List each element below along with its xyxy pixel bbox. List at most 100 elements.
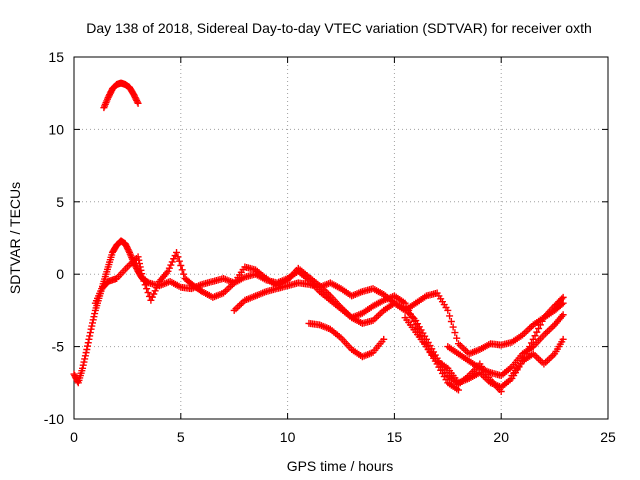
- y-tick-label: 5: [56, 194, 64, 210]
- data-point: [533, 328, 541, 336]
- data-point: [134, 99, 142, 107]
- y-tick-label: 10: [48, 121, 64, 137]
- grid: [74, 57, 608, 419]
- data-point: [140, 277, 148, 285]
- data-point: [380, 335, 388, 343]
- data-point: [83, 345, 91, 353]
- data-point: [180, 270, 188, 278]
- data-point: [154, 281, 162, 289]
- x-tick-label: 5: [177, 429, 185, 445]
- data-point: [147, 296, 155, 304]
- data-point: [177, 262, 185, 270]
- data-point: [529, 335, 537, 343]
- data-point: [148, 293, 156, 301]
- y-tick-label: 0: [56, 266, 64, 282]
- data-point: [86, 329, 94, 337]
- data-point: [144, 289, 152, 297]
- data-point: [151, 287, 159, 295]
- data-point: [82, 349, 90, 357]
- axis-ticks: 0 5 10 15 20 25 -10 -5 0 5 10 15: [44, 49, 616, 445]
- data-point: [89, 319, 97, 327]
- data-point: [522, 350, 530, 358]
- data-point: [125, 247, 133, 255]
- data-point: [90, 313, 98, 321]
- data-point: [520, 353, 528, 361]
- data-point: [137, 266, 145, 274]
- data-point: [84, 339, 92, 347]
- series-track-f: [444, 311, 567, 380]
- data-point: [164, 267, 172, 275]
- data-point: [449, 323, 457, 331]
- data-point: [136, 260, 144, 268]
- data-point: [531, 332, 539, 340]
- data-point: [143, 285, 151, 293]
- data-point: [451, 329, 459, 337]
- y-tick-label: -10: [44, 411, 64, 427]
- data-point: [178, 266, 186, 274]
- x-tick-label: 10: [280, 429, 296, 445]
- y-axis-label: SDTVAR / TECUs: [7, 182, 23, 294]
- data-point: [89, 316, 97, 324]
- data-point: [527, 339, 535, 347]
- data-point: [535, 325, 543, 332]
- data-point: [168, 258, 176, 266]
- data-point: [559, 299, 567, 307]
- data-point: [447, 318, 455, 326]
- series-track-g: [508, 299, 567, 380]
- data-point: [170, 255, 178, 263]
- data-point: [153, 284, 161, 292]
- data-points: [70, 79, 567, 395]
- x-tick-label: 20: [493, 429, 509, 445]
- data-point: [81, 352, 89, 360]
- data-point: [141, 281, 149, 289]
- chart-title: Day 138 of 2018, Sidereal Day-to-day VTE…: [86, 20, 592, 36]
- data-point: [519, 357, 527, 365]
- data-point: [174, 253, 182, 261]
- data-point: [175, 257, 183, 265]
- data-point: [86, 332, 94, 340]
- data-point: [79, 364, 87, 372]
- data-point: [524, 346, 532, 354]
- y-tick-label: -5: [52, 339, 65, 355]
- data-point: [81, 355, 89, 363]
- data-point: [536, 321, 544, 329]
- data-point: [165, 264, 173, 272]
- data-point: [453, 334, 461, 342]
- data-point: [538, 317, 546, 325]
- x-tick-label: 15: [387, 429, 403, 445]
- x-tick-label: 25: [600, 429, 616, 445]
- data-point: [138, 273, 146, 281]
- data-point: [79, 361, 87, 369]
- y-tick-label: 15: [48, 49, 64, 65]
- data-point: [526, 343, 534, 351]
- series-track-e: [401, 314, 567, 391]
- x-tick-label: 0: [70, 429, 78, 445]
- data-point: [85, 335, 93, 343]
- data-point: [444, 306, 452, 314]
- data-point: [559, 335, 567, 343]
- series-track-c: [230, 279, 567, 358]
- series-track-d: [305, 319, 388, 361]
- data-point: [138, 270, 146, 278]
- x-axis-label: GPS time / hours: [287, 458, 394, 474]
- series-arc-high: [100, 79, 142, 112]
- data-point: [84, 342, 92, 350]
- plot-frame: [73, 56, 609, 420]
- data-point: [91, 310, 99, 318]
- data-point: [135, 256, 143, 264]
- data-point: [87, 325, 95, 333]
- data-point: [134, 253, 142, 261]
- data-point: [150, 290, 158, 298]
- data-point: [559, 311, 567, 319]
- data-point: [558, 300, 566, 308]
- series-track-b: [91, 248, 505, 395]
- data-point: [167, 261, 175, 269]
- data-point: [446, 312, 454, 320]
- data-point: [80, 358, 88, 366]
- data-point: [136, 263, 144, 271]
- data-point: [133, 98, 141, 106]
- series-track-a: [70, 237, 462, 394]
- data-point: [88, 322, 96, 330]
- data-point: [173, 248, 181, 256]
